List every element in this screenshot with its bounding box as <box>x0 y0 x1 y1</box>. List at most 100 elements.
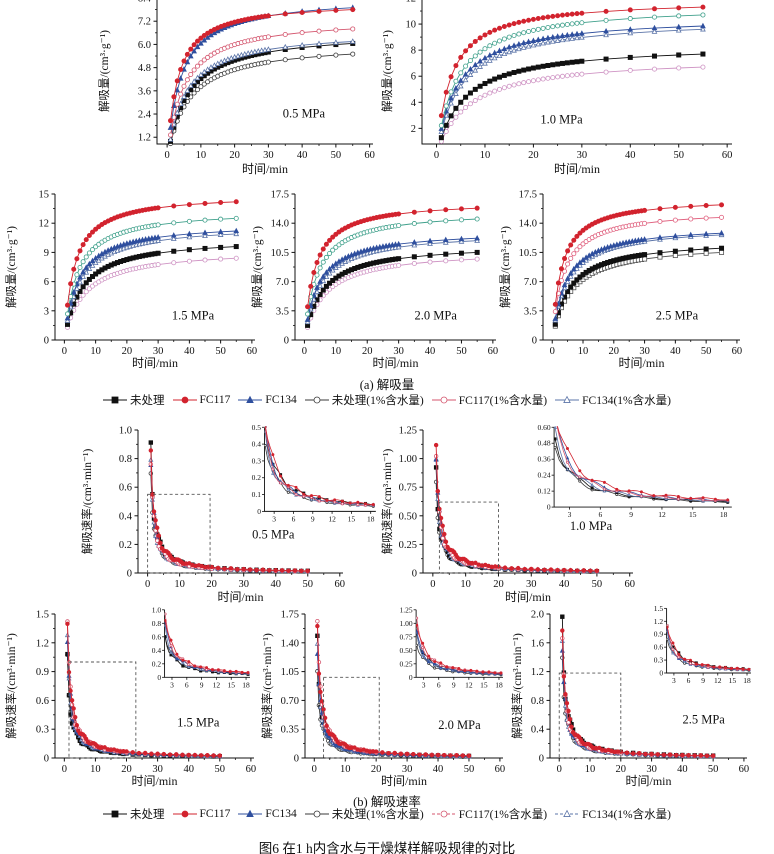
svg-text:解吸量/(cm³·g⁻¹): 解吸量/(cm³·g⁻¹) <box>97 30 111 112</box>
svg-text:8.4: 8.4 <box>138 0 152 5</box>
inset-chart: 3 6 9 12 15 18 0 0.12 0.24 0.36 0.48 0.60 <box>530 423 734 521</box>
svg-text:12: 12 <box>39 219 50 230</box>
chart-b1-0.5mpa: 0 10 20 30 40 50 60 0 0.2 0.4 0.6 0.8 1.0 时间/min 解吸速率/… <box>78 422 378 608</box>
pressure-label: 1.5 MPa <box>177 715 220 729</box>
svg-text:50: 50 <box>215 346 226 357</box>
panel-b-caption: (b) 解吸速率 <box>353 795 421 809</box>
legend-item-2: FC134 <box>238 394 297 406</box>
series-未处理(1%含水量) <box>168 51 356 147</box>
series-FC117(1%含水量) <box>552 214 725 315</box>
svg-text:50: 50 <box>673 150 684 161</box>
svg-text:0.4: 0.4 <box>119 511 133 522</box>
legend-label: 未处理 <box>130 395 165 407</box>
svg-text:7.0: 7.0 <box>276 277 289 288</box>
svg-text:20: 20 <box>528 150 539 161</box>
chart-b3-1.5mpa: 0 10 20 30 40 50 60 0 0.3 0.6 0.9 1.2 1.5 时间/min 解吸速率/… <box>2 605 262 792</box>
pressure-label: 0.5 MPa <box>283 107 326 121</box>
zoom-region-box <box>68 661 137 759</box>
svg-text:1.75: 1.75 <box>281 610 299 621</box>
axes: 0 10 20 30 40 50 60 1.2 2.4 3.6 4.8 6.0 7.2 8.4 时间/min… <box>97 0 375 176</box>
svg-text:1.5: 1.5 <box>36 610 49 621</box>
svg-text:0.2: 0.2 <box>152 659 162 668</box>
series-FC117 <box>433 442 600 574</box>
chart-a4-2.0mpa: 0 10 20 30 40 50 60 0 3.5 7.0 10.5 14.0 17.5 时间/min 解吸… <box>248 186 504 374</box>
axes: 0 10 20 30 40 50 60 2 4 6 8 10 12 时间/min 解吸量/(cm³·g⁻¹) <box>380 0 732 176</box>
legend-label: FC134 <box>265 394 297 406</box>
svg-text:0.2: 0.2 <box>119 540 132 551</box>
svg-text:40: 40 <box>425 346 436 357</box>
svg-text:60: 60 <box>364 150 375 161</box>
svg-text:0: 0 <box>659 669 663 678</box>
series-未处理(1%含水量) <box>65 255 239 330</box>
legend-label: 未处理(1%含水量) <box>331 395 424 407</box>
svg-text:0: 0 <box>557 764 562 775</box>
svg-text:14.0: 14.0 <box>519 219 537 230</box>
series-FC117 <box>305 205 480 310</box>
plot-area <box>559 614 716 759</box>
inset-chart: 3 6 9 12 15 18 0 0.2 0.4 0.6 0.8 1.0 <box>140 605 253 691</box>
svg-text:18: 18 <box>720 510 728 519</box>
svg-text:1.2: 1.2 <box>654 617 664 626</box>
svg-text:50: 50 <box>464 764 475 775</box>
svg-text:60: 60 <box>246 764 257 775</box>
inset-series-FC117 <box>264 426 375 506</box>
svg-text:时间/min: 时间/min <box>381 774 427 788</box>
svg-text:17.5: 17.5 <box>519 190 537 201</box>
svg-text:40: 40 <box>297 150 308 161</box>
svg-text:6.0: 6.0 <box>138 40 151 51</box>
svg-text:0: 0 <box>434 150 439 161</box>
svg-text:6: 6 <box>292 514 296 523</box>
svg-text:30: 30 <box>526 579 537 590</box>
axes: 0 10 20 30 40 50 6000.250.500.751.001.25时间/min… <box>380 426 635 605</box>
legend-label: FC134(1%含水量) <box>582 809 671 821</box>
svg-text:0.3: 0.3 <box>654 656 664 665</box>
panel-a-caption: (a) 解吸量 <box>359 378 415 392</box>
svg-text:0.75: 0.75 <box>399 632 412 641</box>
svg-text:3: 3 <box>272 514 276 523</box>
series-FC134 <box>552 229 725 321</box>
svg-text:时间/min: 时间/min <box>372 356 418 370</box>
svg-text:0.24: 0.24 <box>537 471 550 480</box>
legend-item-4: FC117(1%含水量) <box>431 392 547 408</box>
legend-marker-circle <box>172 396 197 404</box>
svg-text:1.40: 1.40 <box>281 638 299 649</box>
svg-text:40: 40 <box>184 346 195 357</box>
svg-text:0.3: 0.3 <box>252 456 262 465</box>
zoom-region-box <box>147 493 211 574</box>
plot-area <box>433 442 600 574</box>
legend-item-4: FC117(1%含水量) <box>431 806 547 822</box>
series-FC134 <box>304 234 481 322</box>
svg-text:时间/min: 时间/min <box>242 162 288 176</box>
legend-b: 未处理 FC117 FC134 未处理(1%含水量) FC117(1%含水量) FC134… <box>0 806 774 822</box>
pressure-label: 1.0 MPa <box>570 519 613 533</box>
svg-text:3: 3 <box>422 680 426 689</box>
series-FC117 <box>560 628 716 759</box>
series-未处理(1%含水量) <box>438 64 706 144</box>
svg-text:3: 3 <box>170 680 174 689</box>
svg-text:0.50: 0.50 <box>399 646 412 655</box>
svg-text:0: 0 <box>430 579 435 590</box>
series-未处理(1%含水量) <box>305 256 480 330</box>
legend-marker-circle <box>431 396 456 404</box>
svg-text:20: 20 <box>122 346 133 357</box>
svg-text:15: 15 <box>480 680 488 689</box>
inset-series-FC117 <box>557 426 730 502</box>
svg-text:0: 0 <box>257 507 261 516</box>
svg-text:0.6: 0.6 <box>654 643 664 652</box>
svg-text:时间/min: 时间/min <box>217 590 263 604</box>
svg-text:18: 18 <box>242 680 250 689</box>
svg-text:解吸速率/(cm³·min⁻¹): 解吸速率/(cm³·min⁻¹) <box>80 449 94 555</box>
series-FC117 <box>65 621 222 758</box>
svg-text:60: 60 <box>722 150 733 161</box>
svg-text:3.5: 3.5 <box>276 306 289 317</box>
chart-b2-1.0mpa: 0 10 20 30 40 50 60 0 0.25 0.50 0.75 1.00 1.25 时间/min… <box>378 422 734 608</box>
svg-text:10: 10 <box>578 346 589 357</box>
legend-marker-square <box>103 396 128 404</box>
svg-text:10: 10 <box>90 346 101 357</box>
legend-item-5: FC134(1%含水量) <box>555 806 671 822</box>
svg-text:9: 9 <box>200 680 204 689</box>
series-未处理 <box>438 51 706 141</box>
legend-marker-triangle <box>238 809 263 817</box>
series-FC134(1%含水量) <box>304 237 481 325</box>
svg-text:60: 60 <box>739 764 750 775</box>
